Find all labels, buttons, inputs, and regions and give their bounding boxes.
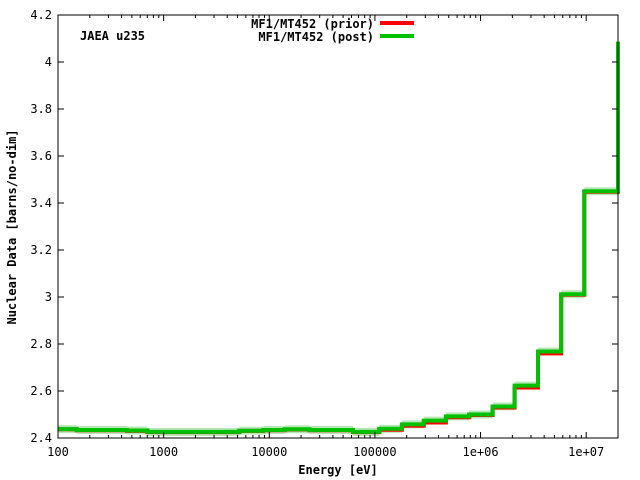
x-tick-label: 1000 bbox=[149, 445, 178, 459]
x-tick-label: 100 bbox=[47, 445, 69, 459]
series-layer bbox=[58, 41, 620, 435]
x-tick-label: 1e+07 bbox=[568, 445, 604, 459]
tick-layer bbox=[57, 14, 618, 439]
y-tick-label: 4 bbox=[45, 55, 52, 69]
legend: MF1/MT452 (prior) MF1/MT452 (post) bbox=[251, 17, 414, 44]
x-tick-label: 100000 bbox=[353, 445, 396, 459]
series-prior-line bbox=[58, 42, 620, 435]
y-tick-label: 2.4 bbox=[30, 431, 52, 445]
y-axis-label: Nuclear Data [barns/no-dim] bbox=[5, 129, 19, 324]
y-tick-label: 3.4 bbox=[30, 196, 52, 210]
tick-label-layer: 2.4 2.6 2.8 3 3.2 3.4 3.6 3.8 4 4.2 100 1000 10000 10… bbox=[30, 8, 604, 459]
x-tick-label: 10000 bbox=[251, 445, 287, 459]
plot-frame bbox=[57, 14, 619, 439]
y-tick-label: 2.8 bbox=[30, 337, 52, 351]
uncertainty-band-layer bbox=[58, 187, 618, 436]
y-tick-label: 3.8 bbox=[30, 102, 52, 116]
y-tick-label: 2.6 bbox=[30, 384, 52, 398]
series-post-line bbox=[58, 41, 620, 434]
chart-annotation: JAEA u235 bbox=[80, 29, 145, 43]
y-tick-label: 3 bbox=[45, 290, 52, 304]
legend-label-prior: MF1/MT452 (prior) bbox=[251, 17, 374, 31]
y-tick-label: 3.6 bbox=[30, 149, 52, 163]
x-axis-label: Energy [eV] bbox=[298, 463, 377, 477]
x-tick-label: 1e+06 bbox=[462, 445, 498, 459]
legend-label-post: MF1/MT452 (post) bbox=[258, 30, 374, 44]
y-tick-label: 4.2 bbox=[30, 8, 52, 22]
y-tick-label: 3.2 bbox=[30, 243, 52, 257]
